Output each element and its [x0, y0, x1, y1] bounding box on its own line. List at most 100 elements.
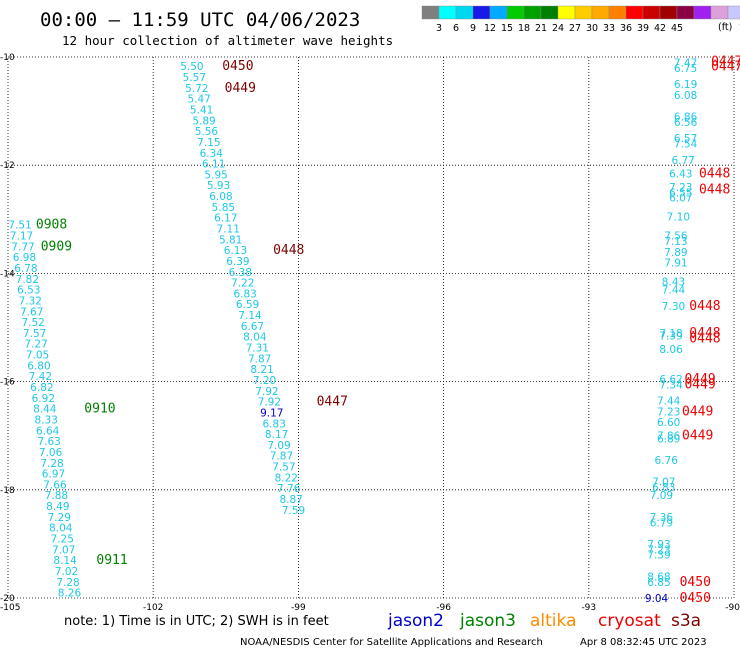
wave-height-value: 7.57 — [272, 462, 295, 474]
footer-note: note: 1) Time is in UTC; 2) SWH is in fe… — [64, 614, 329, 629]
wave-height-value: 8.26 — [58, 588, 82, 600]
wave-height-value: 6.43 — [669, 168, 692, 180]
pass-time-label: 0450 — [680, 591, 711, 606]
wave-height-value: 7.82 — [16, 274, 39, 286]
scale-swatch — [676, 5, 695, 20]
wave-height-value: 7.07 — [652, 477, 675, 489]
wave-height-value: 7.56 — [664, 231, 688, 243]
wave-height-value: 7.29 — [48, 512, 71, 524]
wave-height-value: 6.08 — [209, 191, 232, 203]
pass-time-label: 0448 — [689, 331, 720, 346]
wave-height-value: 7.91 — [664, 258, 687, 270]
x-tick-label: -90 — [725, 603, 740, 613]
wave-height-value: 8.43 — [662, 277, 685, 289]
scale-tick-label: 9 — [470, 23, 476, 34]
wave-height-value: 5.56 — [195, 126, 219, 138]
wave-height-value: 6.57 — [674, 133, 697, 145]
credit-text: NOAA/NESDIS Center for Satellite Applica… — [240, 637, 543, 648]
pass-time-label: 0448 — [699, 183, 730, 198]
wave-height-value: 7.93 — [647, 539, 670, 551]
scale-tick-label: 36 — [620, 23, 632, 34]
wave-height-value: 7.18 — [659, 328, 682, 340]
scale-tick-label: 42 — [654, 23, 666, 34]
scale-swatch — [659, 5, 678, 20]
scale-swatch — [506, 5, 525, 20]
wave-height-value: 7.23 — [657, 406, 680, 418]
scale-swatch — [489, 5, 508, 20]
wave-height-value: 6.92 — [32, 393, 55, 405]
scale-tick-label: 45 — [671, 23, 683, 34]
wave-height-value: 8.22 — [275, 472, 298, 484]
wave-height-value: 7.86 — [657, 431, 681, 443]
wave-height-value: 8.14 — [53, 555, 77, 567]
pass-time-label: 0449 — [682, 404, 713, 419]
wave-height-value: 6.55 — [669, 187, 692, 199]
y-tick-labels: -10 -12 -14 -16 -18 -20 — [0, 53, 15, 604]
scale-tick-label: 30 — [586, 23, 598, 34]
data-marks: 5.505.575.725.475.415.895.567.156.346.11… — [8, 54, 740, 606]
wave-height-value: 7.25 — [51, 533, 74, 545]
wave-height-value: 7.77 — [11, 241, 34, 253]
wave-height-value: 7.28 — [40, 458, 63, 470]
scale-tick-label: 21 — [535, 23, 547, 34]
wave-height-value: 6.83 — [652, 482, 675, 494]
wave-height-value: 7.31 — [246, 343, 269, 355]
legend-jason3: jason3 — [459, 611, 516, 631]
scale-unit-label: (ft) — [718, 22, 732, 33]
scale-swatch — [438, 5, 457, 20]
wave-height-value: 7.39 — [659, 331, 682, 343]
y-tick-label: -10 — [0, 53, 15, 63]
wave-height-value: 7.63 — [37, 436, 60, 448]
scale-swatch — [693, 5, 712, 20]
wave-height-value: 5.41 — [190, 104, 213, 116]
wave-height-value: 6.77 — [671, 155, 694, 167]
pass-time-label: 0447 — [711, 54, 740, 69]
wave-height-value: 7.66 — [43, 479, 67, 491]
wave-height-value: 6.13 — [224, 245, 247, 257]
wave-height-value: 6.64 — [36, 425, 60, 437]
wave-height-value: 8.06 — [659, 344, 683, 356]
wave-height-value: 7.17 — [10, 231, 33, 243]
wave-height-value: 7.67 — [20, 306, 43, 318]
wave-height-value: 7.28 — [56, 577, 79, 589]
scale-swatch — [625, 5, 644, 20]
scale-swatch — [557, 5, 576, 20]
wave-height-value: 7.07 — [52, 544, 75, 556]
wave-height-value: 8.87 — [279, 494, 302, 506]
scale-swatch — [540, 5, 559, 20]
chart-title: 00:00 — 11:59 UTC 04/06/2023 — [40, 9, 360, 31]
pass-time-label: 0449 — [684, 372, 715, 387]
wave-height-value: 7.87 — [270, 451, 293, 463]
scale-tick-label: 70 — [739, 23, 740, 34]
wave-height-value: 7.54 — [674, 139, 698, 151]
wave-height-value: 7.32 — [19, 295, 42, 307]
chart-subtitle: 12 hour collection of altimeter wave hei… — [62, 33, 393, 48]
wave-height-value: 7.87 — [248, 353, 271, 365]
wave-height-value: 7.36 — [650, 512, 674, 524]
wave-height-value: 7.52 — [21, 317, 44, 329]
wave-height-value: 6.38 — [229, 267, 252, 279]
wave-height-value: 7.23 — [669, 182, 692, 194]
wave-height-value: 7.22 — [231, 278, 254, 290]
wave-height-value: 6.62 — [659, 374, 682, 386]
wave-height-value: 6.60 — [657, 417, 680, 429]
wave-height-value: 7.06 — [39, 447, 63, 459]
pass-time-label: 0449 — [684, 377, 715, 392]
x-tick-label: -96 — [436, 603, 451, 613]
wave-height-value: 6.08 — [674, 90, 697, 102]
y-tick-label: -14 — [0, 269, 15, 279]
legend-jason2: jason2 — [387, 611, 444, 631]
pass-time-label: 0909 — [41, 239, 72, 254]
wave-height-value: 8.04 — [49, 523, 73, 535]
plot-frame — [7, 56, 735, 599]
scale-swatch — [591, 5, 610, 20]
scale-swatch — [472, 5, 491, 20]
pass-time-label: 0450 — [222, 59, 253, 74]
scale-swatch — [710, 5, 729, 20]
wave-height-value: 7.44 — [662, 285, 686, 297]
scale-tick-label: 18 — [518, 23, 530, 34]
satellite-legend: jason2 jason3 altika cryosat s3a — [387, 611, 701, 631]
legend-altika: altika — [530, 611, 577, 631]
x-tick-label: -105 — [0, 603, 20, 613]
